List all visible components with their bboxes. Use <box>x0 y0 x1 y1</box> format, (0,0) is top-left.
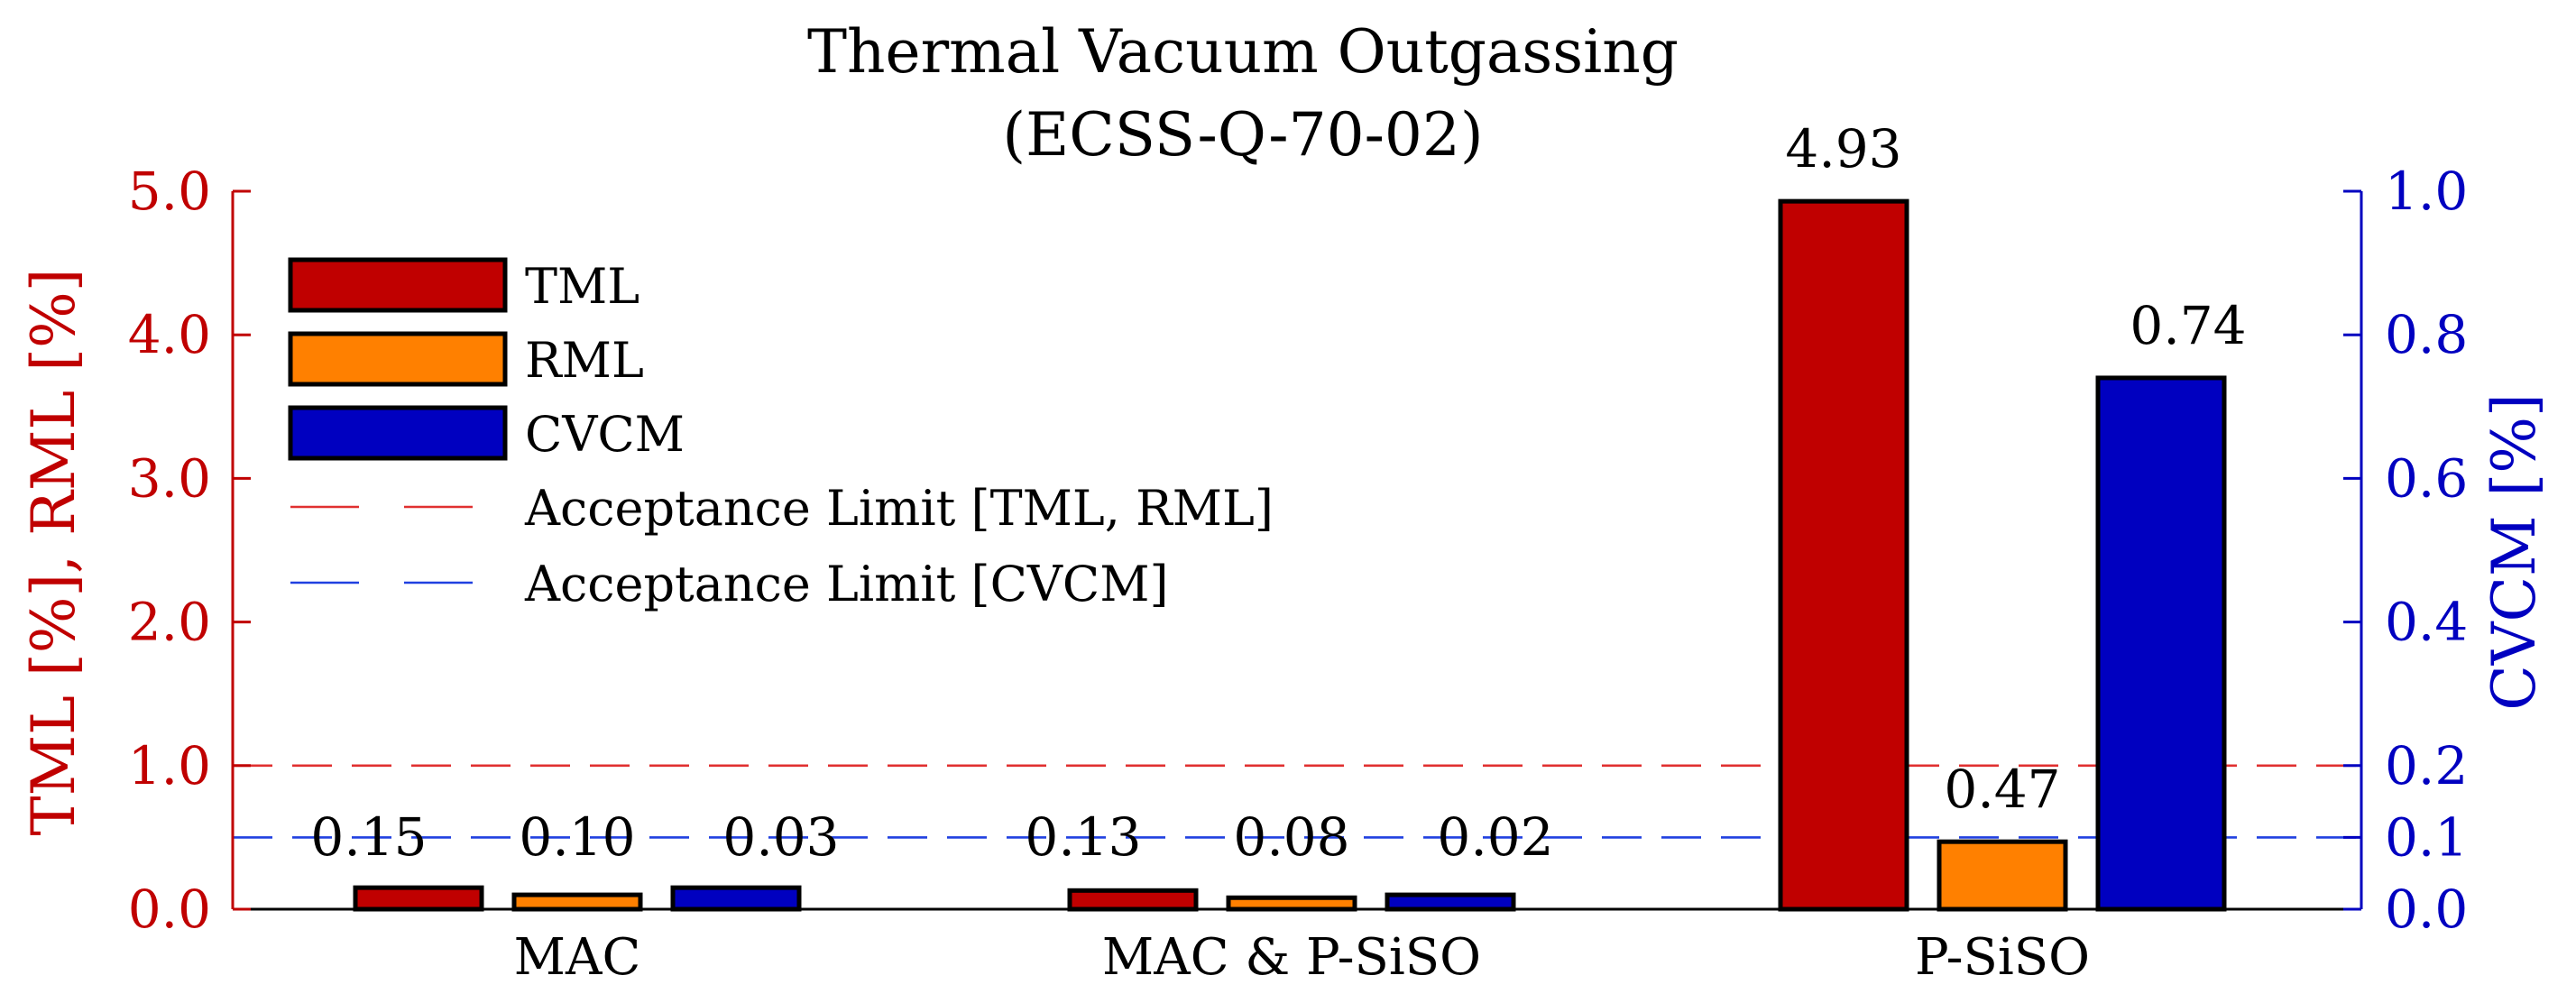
data-label-tml-2: 0.13 <box>1025 806 1141 868</box>
right-tick-label-2: 0.2 <box>2385 735 2468 796</box>
left-tick-label-3: 3.0 <box>128 447 211 509</box>
data-label-cvcm-2: 0.02 <box>1437 806 1553 868</box>
right-tick-label-1: 0.1 <box>2385 806 2468 868</box>
legend-swatch-cvcm <box>288 405 508 461</box>
legend-label-limit-1: Acceptance Limit [TML, RML] <box>524 480 1274 537</box>
bar-tml-1 <box>353 885 484 912</box>
legend-swatch-tml <box>288 257 508 313</box>
data-label-rml-2: 0.08 <box>1233 806 1349 868</box>
right-tick-label-5: 0.8 <box>2385 304 2468 365</box>
right-tick-label-3: 0.4 <box>2385 592 2468 653</box>
right-axis-label: CVCM [%] <box>2479 393 2549 710</box>
legend-swatch-rml <box>288 331 508 387</box>
chart-title: Thermal Vacuum Outgassing <box>807 17 1679 87</box>
legend-label-tml: TML <box>525 258 639 315</box>
bar-tml-3 <box>1778 198 1909 912</box>
bar-cvcm-1 <box>670 885 802 912</box>
left-tick-label-0: 0.0 <box>128 879 211 940</box>
legend-label-rml: RML <box>525 332 644 389</box>
bar-rml-2 <box>1226 895 1357 912</box>
left-tick-label-4: 4.0 <box>128 304 211 365</box>
category-label-3: P-SiSO <box>1915 928 2090 987</box>
right-tick-label-4: 0.6 <box>2385 447 2468 509</box>
data-label-rml-1: 0.10 <box>519 806 635 868</box>
bar-rml-3 <box>1937 839 2068 912</box>
left-tick-label-1: 1.0 <box>128 735 211 796</box>
data-label-tml-1: 0.15 <box>310 806 427 868</box>
plot-layer: 0.15 0.13 4.93 0.10 0.08 0.47 0.03 0.02 0.74 0.0 1… <box>128 118 2469 987</box>
category-label-2: MAC & P-SiSO <box>1102 928 1481 987</box>
left-tick-label-5: 5.0 <box>128 161 211 222</box>
chart-subtitle: (ECSS-Q-70-02) <box>1002 100 1483 170</box>
bar-rml-1 <box>511 892 643 912</box>
right-tick-label-6: 1.0 <box>2385 161 2468 222</box>
data-label-cvcm-1: 0.03 <box>722 806 839 868</box>
legend: TML RML CVCM Acceptance Limit [TML, RML] Acc… <box>288 257 1274 612</box>
data-labels-group: 0.15 0.13 4.93 0.10 0.08 0.47 0.03 0.02 0.74 <box>310 118 2246 868</box>
legend-label-cvcm: CVCM <box>525 406 685 463</box>
bar-tml-2 <box>1067 888 1199 912</box>
right-tick-label-0: 0.0 <box>2385 879 2468 940</box>
legend-label-limit-2: Acceptance Limit [CVCM] <box>524 556 1169 612</box>
data-label-tml-3: 4.93 <box>1785 118 1901 179</box>
category-label-1: MAC <box>514 928 641 987</box>
left-tick-label-2: 2.0 <box>128 592 211 653</box>
data-label-rml-3: 0.47 <box>1944 759 2060 820</box>
data-label-cvcm-3: 0.74 <box>2130 295 2246 356</box>
bar-cvcm-2 <box>1385 892 1516 912</box>
bar-cvcm-3 <box>2095 375 2227 912</box>
left-axis-label: TML [%], RML [%] <box>19 269 88 836</box>
bars-group <box>353 198 2227 912</box>
